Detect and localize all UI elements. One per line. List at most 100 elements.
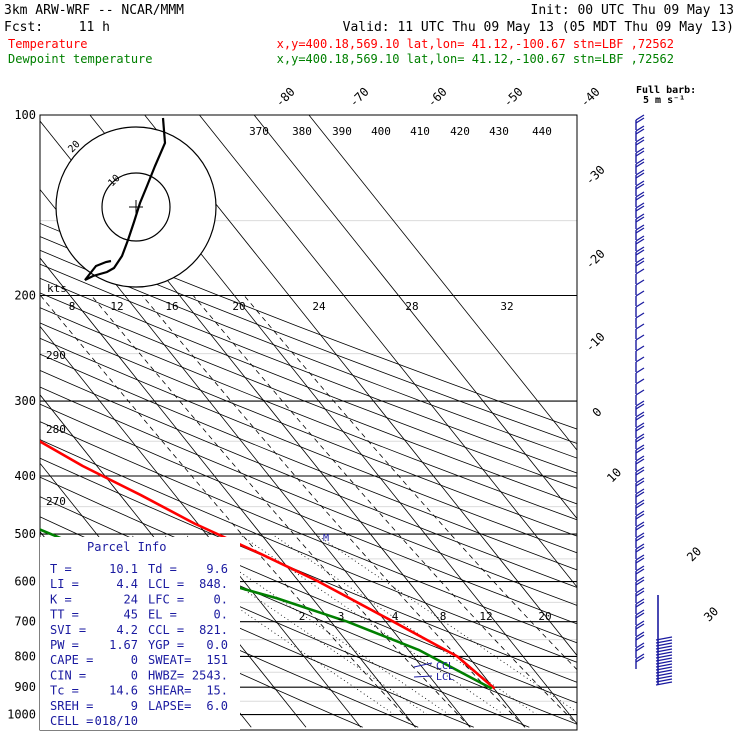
isotherm-label: 20 bbox=[684, 544, 704, 564]
parcel-field-name: LAPSE= bbox=[148, 699, 191, 713]
wind-barb bbox=[635, 477, 645, 493]
lcl-label: LCL bbox=[436, 672, 454, 683]
parcel-field-value: 15. bbox=[206, 684, 228, 698]
isotherm-label: 10 bbox=[604, 465, 624, 485]
wind-barb bbox=[635, 268, 645, 284]
parcel-field-name: CAPE = bbox=[50, 653, 93, 667]
parcel-field-name: T = bbox=[50, 562, 72, 576]
dewpoint-location: x,y=400.18,569.10 lat,lon= 41.12,-100.67… bbox=[277, 52, 674, 66]
wind-barb bbox=[635, 543, 645, 559]
wind-barb bbox=[635, 158, 645, 174]
theta-label: 390 bbox=[332, 125, 352, 138]
wind-barb bbox=[635, 510, 645, 526]
isotherm bbox=[198, 115, 577, 588]
isotherm bbox=[253, 115, 577, 520]
wind-barb bbox=[635, 334, 645, 350]
pressure-label: 500 bbox=[14, 527, 36, 541]
parcel-field-name: SREH = bbox=[50, 699, 93, 713]
wind-barb bbox=[635, 301, 645, 317]
wind-barb bbox=[635, 609, 645, 625]
isotherm-label: 30 bbox=[701, 604, 721, 624]
mixing-ratio-line bbox=[184, 533, 450, 715]
parcel-field-value: 9.6 bbox=[206, 562, 228, 576]
wind-barb bbox=[635, 587, 645, 603]
wind-barb bbox=[635, 620, 645, 636]
wind-barb bbox=[635, 488, 645, 504]
valid-time: Valid: 11 UTC Thu 09 May 13 (05 MDT Thu … bbox=[343, 20, 734, 35]
parcel-field-name: CIN = bbox=[50, 668, 86, 682]
wind-barb bbox=[635, 125, 645, 141]
wind-barb bbox=[635, 279, 645, 295]
wind-barb bbox=[635, 191, 645, 207]
wind-barb bbox=[635, 147, 645, 163]
sounding-curves bbox=[40, 439, 496, 690]
wind-barb bbox=[635, 169, 645, 185]
parcel-field-value: 9 bbox=[131, 699, 138, 713]
isotherm-label: -40 bbox=[578, 85, 603, 110]
parcel-field-value: 14.6 bbox=[109, 684, 138, 698]
mixing-ratio-label: 24 bbox=[312, 300, 326, 313]
parcel-field-value: 4.2 bbox=[116, 623, 138, 637]
mixing-ratio-line bbox=[162, 533, 428, 715]
wind-barb bbox=[635, 631, 645, 647]
forecast-hours: 11 h bbox=[79, 20, 110, 35]
barb-legend-unit: 5 m s⁻¹ bbox=[643, 95, 685, 106]
isotherm-label: -80 bbox=[273, 85, 298, 110]
dry-adiabat bbox=[40, 263, 577, 474]
mixing-ratio-label: 16 bbox=[165, 300, 178, 313]
wind-barb bbox=[635, 389, 645, 405]
theta-side-label: 290 bbox=[46, 349, 66, 362]
wind-barb bbox=[635, 367, 645, 383]
wind-barb bbox=[635, 378, 645, 394]
wind-barb bbox=[635, 290, 645, 306]
isotherm-label: -10 bbox=[583, 330, 608, 355]
wind-barb bbox=[635, 257, 645, 273]
parcel-field-name: Tc = bbox=[50, 684, 79, 698]
moist-adiabat bbox=[243, 295, 577, 671]
wind-barb bbox=[635, 433, 645, 449]
parcel-field-value: 151 bbox=[206, 653, 228, 667]
theta-label: 370 bbox=[249, 125, 269, 138]
mixing-ratio-label: 32 bbox=[500, 300, 513, 313]
dry-adiabat bbox=[40, 322, 577, 537]
dry-adiabat bbox=[40, 439, 577, 663]
theta-side-label: 280 bbox=[46, 423, 66, 436]
mixing-ratio-label: 28 bbox=[405, 300, 418, 313]
moist-adiabat bbox=[91, 295, 471, 728]
wind-barb bbox=[635, 422, 645, 438]
isotherm-label: 0 bbox=[590, 405, 605, 420]
pressure-label: 100 bbox=[14, 108, 36, 122]
theta-label: 420 bbox=[450, 125, 470, 138]
plot-frame bbox=[39, 114, 578, 731]
wind-barb bbox=[635, 400, 645, 416]
temperature-legend: Temperature bbox=[8, 37, 87, 51]
parcel-field-value: 821. bbox=[199, 623, 228, 637]
mixing-ratio-label: 8 bbox=[69, 300, 76, 313]
parcel-field-value: 1.67 bbox=[109, 638, 138, 652]
pressure-label: 600 bbox=[14, 575, 36, 589]
wind-barb bbox=[635, 312, 645, 328]
wind-barb bbox=[635, 521, 645, 537]
wind-barb bbox=[635, 455, 645, 471]
parcel-info-title: Parcel Info bbox=[87, 540, 166, 554]
wind-barb bbox=[635, 345, 645, 361]
mixing-ratio-label: 20 bbox=[232, 300, 245, 313]
parcel-field-value: 0. bbox=[214, 608, 228, 622]
isotherm bbox=[40, 188, 471, 728]
dry-adiabat bbox=[40, 292, 577, 505]
background-grid bbox=[40, 115, 577, 728]
wind-barb bbox=[635, 576, 645, 592]
dry-adiabat bbox=[40, 370, 577, 588]
dry-adiabat bbox=[40, 236, 577, 444]
wind-barb bbox=[635, 598, 645, 614]
hodograph-trace bbox=[84, 117, 167, 281]
barb-legend-title: Full barb: bbox=[636, 85, 696, 96]
pressure-label: 200 bbox=[14, 288, 36, 302]
wind-barb bbox=[635, 136, 645, 152]
dry-adiabat bbox=[40, 249, 577, 459]
parcel-field-value: 24 bbox=[124, 592, 138, 606]
theta-label: 410 bbox=[410, 125, 430, 138]
parcel-field-value: 45 bbox=[124, 608, 138, 622]
pressure-label: 800 bbox=[14, 649, 36, 663]
